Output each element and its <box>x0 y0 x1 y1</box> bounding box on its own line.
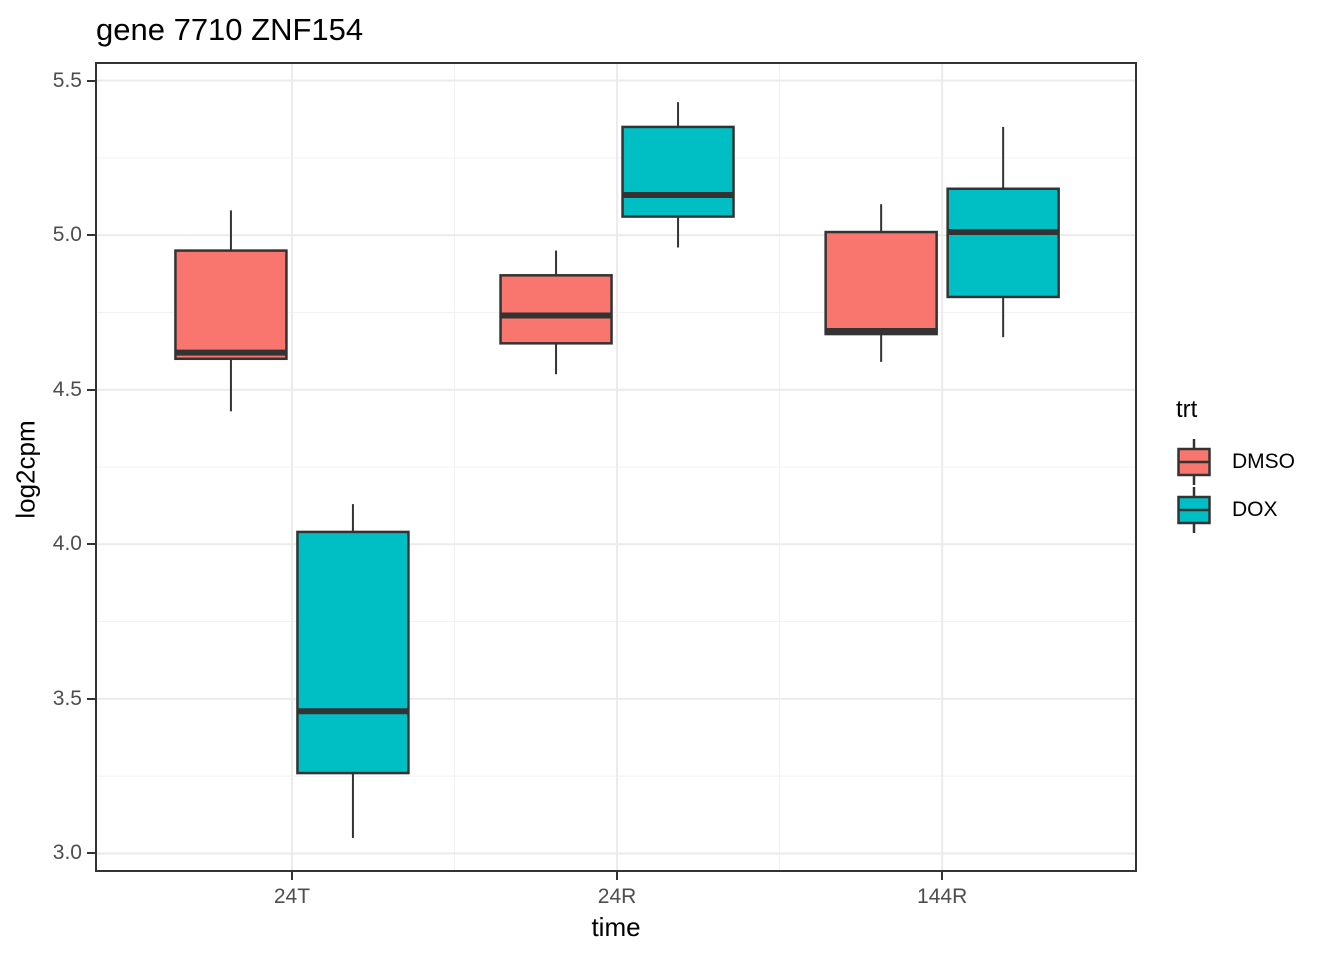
plot-title: gene 7710 ZNF154 <box>96 12 364 47</box>
boxplot-key-icon-dox <box>1177 487 1211 533</box>
y-tick-label-5.0: 5.0 <box>52 223 82 247</box>
x-tick-label-24R: 24R <box>597 885 637 908</box>
panel-border <box>95 62 1137 872</box>
y-tick-label-4.0: 4.0 <box>52 532 82 556</box>
x-tick-label-24T: 24T <box>273 885 311 908</box>
boxplot-key-icon-dmso <box>1177 439 1211 485</box>
box-144R-DMSO <box>824 230 938 336</box>
x-tick-mark-144R <box>941 872 944 880</box>
box-24T-DOX <box>296 530 410 775</box>
x-tick-label-144R: 144R <box>917 885 968 908</box>
legend-label-dmso: DMSO <box>1232 450 1295 473</box>
y-axis-title: log2cpm <box>10 420 41 519</box>
legend-item-dox: DOX <box>1176 486 1336 534</box>
box-24R-DOX <box>621 125 735 218</box>
legend: trt DMSO DOX <box>1176 396 1336 534</box>
y-tick-label-3.0: 3.0 <box>52 841 82 865</box>
y-tick-label-4.5: 4.5 <box>52 377 82 401</box>
y-tick-label-5.5: 5.5 <box>52 68 82 92</box>
legend-item-dmso: DMSO <box>1176 438 1336 486</box>
box-144R-DOX <box>946 187 1060 299</box>
x-axis-title: time <box>591 912 641 942</box>
y-tick-mark-3.0 <box>87 852 95 855</box>
y-tick-mark-5.0 <box>87 234 95 237</box>
y-tick-mark-5.5 <box>87 79 95 82</box>
y-tick-mark-4.0 <box>87 543 95 546</box>
y-tick-label-3.5: 3.5 <box>52 686 82 710</box>
x-tick-mark-24T <box>290 872 293 880</box>
legend-title: trt <box>1176 396 1198 423</box>
legend-label-dox: DOX <box>1232 498 1278 521</box>
y-tick-mark-4.5 <box>87 388 95 391</box>
x-tick-mark-24R <box>616 872 619 880</box>
plot-panel <box>95 62 1137 872</box>
box-24T-DMSO <box>174 249 288 361</box>
box-24R-DMSO <box>499 274 613 345</box>
y-tick-mark-3.5 <box>87 697 95 700</box>
